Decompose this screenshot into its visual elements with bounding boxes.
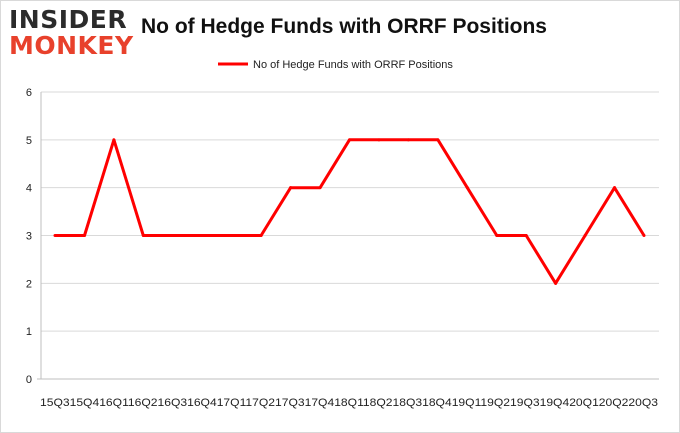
- legend-label: No of Hedge Funds with ORRF Positions: [253, 59, 453, 71]
- y-tick-label: 5: [26, 135, 32, 147]
- data-point: [377, 138, 381, 142]
- logo-text-bottom: MONKEY: [9, 31, 134, 60]
- data-point: [200, 234, 204, 237]
- data-point: [524, 234, 528, 237]
- data-point: [171, 234, 175, 237]
- y-tick-label: 3: [26, 231, 32, 243]
- data-point: [82, 234, 86, 237]
- series-line: [55, 138, 646, 285]
- legend: No of Hedge Funds with ORRF Positions: [218, 59, 453, 71]
- data-point: [495, 234, 499, 237]
- data-point: [465, 186, 469, 190]
- data-point: [318, 186, 322, 190]
- data-point: [53, 234, 57, 237]
- data-point: [613, 186, 617, 190]
- data-point: [406, 138, 410, 142]
- y-tick-label: 6: [26, 87, 32, 99]
- y-tick-labels: 0 1 2 3 4 5 6: [26, 87, 32, 386]
- insider-monkey-logo: INSIDER MONKEY: [9, 5, 134, 63]
- data-point: [259, 234, 263, 237]
- data-point: [112, 138, 116, 142]
- data-point: [230, 234, 234, 237]
- series-lines: [53, 138, 646, 285]
- data-point: [289, 186, 293, 190]
- data-point: [583, 234, 587, 237]
- y-tick-label: 2: [26, 278, 32, 290]
- grid-lines: [41, 91, 659, 332]
- data-point: [348, 138, 351, 142]
- axes: [37, 92, 659, 380]
- data-point: [436, 138, 440, 142]
- data-point: [554, 281, 558, 285]
- y-tick-label: 1: [26, 326, 32, 338]
- y-tick-label: 0: [26, 374, 32, 386]
- data-point: [141, 234, 145, 237]
- x-axis-labels: 15Q315Q416Q116Q216Q316Q417Q117Q217Q317Q4…: [40, 397, 658, 409]
- logo-text-top: INSIDER: [9, 5, 128, 34]
- data-point: [642, 234, 646, 237]
- y-tick-label: 4: [26, 183, 32, 195]
- chart-title: No of Hedge Funds with ORRF Positions: [141, 15, 547, 38]
